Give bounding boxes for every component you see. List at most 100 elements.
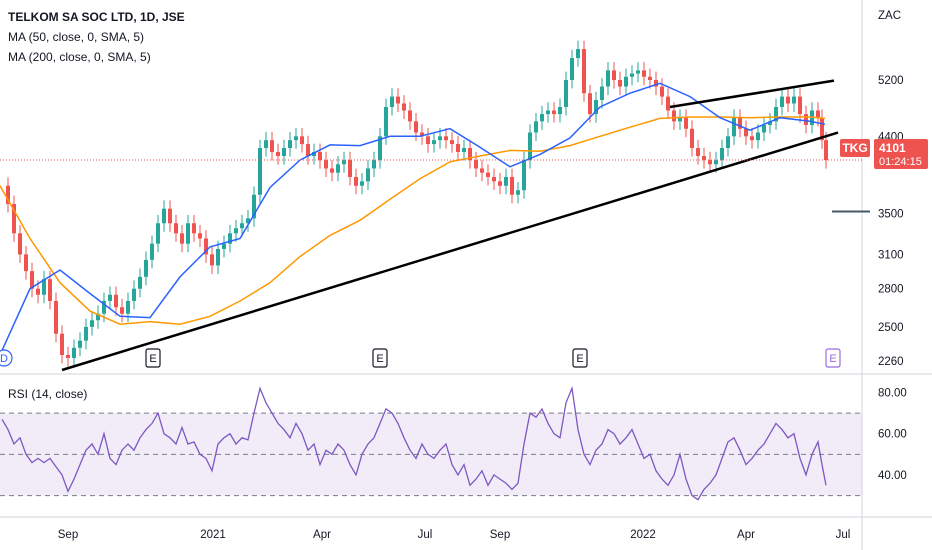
- candle-body: [198, 233, 202, 239]
- candle-body: [78, 340, 82, 348]
- rsi-legend: RSI (14, close): [8, 387, 88, 401]
- candle-body: [804, 114, 808, 126]
- candle-body: [354, 176, 358, 186]
- candle-body: [30, 271, 34, 289]
- candle-body: [120, 307, 124, 314]
- candle-body: [660, 86, 664, 97]
- candle-body: [564, 80, 568, 107]
- time-tick-label: Sep: [490, 529, 510, 541]
- earnings-marker-box: [825, 348, 841, 368]
- time-tick-label: 2021: [200, 529, 226, 541]
- candle-body: [252, 194, 256, 219]
- candle-body: [90, 320, 94, 327]
- candle-body: [768, 121, 772, 126]
- time-tick-label: Sep: [58, 529, 78, 541]
- candle-body: [288, 140, 292, 149]
- candle-body: [306, 144, 310, 157]
- price-tag-countdown: 01:24:15: [879, 156, 922, 168]
- candle-body: [84, 326, 88, 341]
- candle-body: [528, 132, 532, 161]
- price-axis-unit: ZAC: [878, 10, 901, 22]
- time-tick-label: Apr: [313, 529, 331, 541]
- candle-body: [24, 254, 28, 272]
- candle-body: [240, 223, 244, 229]
- candle-body: [300, 136, 304, 145]
- candle-body: [366, 168, 370, 182]
- price-tag-price: 4101: [879, 141, 906, 155]
- candle-body: [222, 243, 226, 249]
- candle-body: [54, 300, 58, 334]
- candle-body: [702, 156, 706, 161]
- candle-body: [582, 49, 586, 94]
- candle-body: [744, 128, 748, 137]
- candle-body: [192, 223, 196, 234]
- candle-body: [486, 172, 490, 177]
- candle-body: [534, 121, 538, 133]
- chart-title: TELKOM SA SOC LTD, 1D, JSE: [8, 10, 185, 24]
- candle-body: [138, 276, 142, 289]
- candle-body: [318, 152, 322, 161]
- candle-body: [630, 73, 634, 77]
- candle-body: [756, 132, 760, 141]
- candle-body: [372, 160, 376, 169]
- earnings-marker-box: [572, 348, 588, 368]
- candle-body: [762, 125, 766, 133]
- candle-body: [48, 279, 52, 301]
- candle-body: [426, 136, 430, 145]
- candle-body: [246, 218, 250, 224]
- candle-body: [636, 70, 640, 74]
- candle-body: [786, 96, 790, 104]
- rsi-tick-label: 40.00: [878, 470, 907, 482]
- candle-body: [438, 136, 442, 141]
- candle-body: [336, 164, 340, 173]
- ma200-line: [0, 116, 826, 325]
- candle-body: [546, 110, 550, 115]
- rsi-band: [0, 413, 862, 496]
- axes-layer: ZAC520044003500310028002500226080.0060.0…: [58, 10, 907, 541]
- price-tick-label: 2260: [878, 356, 904, 368]
- candle-body: [390, 96, 394, 107]
- candle-body: [498, 181, 502, 186]
- candle-body: [820, 117, 824, 141]
- candle-body: [816, 110, 820, 118]
- candle-body: [42, 279, 46, 295]
- candle-body: [726, 136, 730, 149]
- price-tag-layer: TKG 4101 01:24:15: [840, 139, 928, 169]
- candle-body: [18, 233, 22, 255]
- candle-body: [618, 80, 622, 87]
- rsi-band-layer: [0, 412, 862, 497]
- candle-body: [480, 168, 484, 173]
- candle-body: [714, 160, 718, 165]
- candle-body: [312, 152, 316, 157]
- candle-body: [132, 288, 136, 301]
- candle-body: [606, 70, 610, 87]
- rsi-line: [1, 385, 827, 501]
- candle-body: [522, 160, 526, 191]
- candle-body: [558, 106, 562, 115]
- candle-body: [684, 117, 688, 129]
- candle-body: [792, 96, 796, 104]
- candle-body: [204, 238, 208, 255]
- dividend-marker-circle: [0, 349, 13, 367]
- candle-body: [180, 233, 184, 244]
- candle-body: [342, 160, 346, 165]
- candle-body: [510, 176, 514, 195]
- rsi-tick-label: 80.00: [878, 387, 907, 399]
- candle-body: [270, 140, 274, 153]
- price-tag-symbol-box: [840, 139, 870, 157]
- price-tag-symbol: TKG: [842, 141, 867, 155]
- candle-body: [264, 140, 268, 149]
- candle-body: [216, 248, 220, 266]
- candle-body: [594, 100, 598, 115]
- time-tick-label: Jul: [836, 529, 851, 541]
- ma50-line: [0, 82, 826, 356]
- candle-body: [648, 76, 652, 81]
- candle-body: [780, 96, 784, 107]
- candle-body: [570, 58, 574, 81]
- trendline-0: [61, 131, 839, 372]
- candle-body: [276, 152, 280, 157]
- candle-body: [666, 96, 670, 111]
- candle-body: [210, 254, 214, 266]
- candle-body: [642, 70, 646, 77]
